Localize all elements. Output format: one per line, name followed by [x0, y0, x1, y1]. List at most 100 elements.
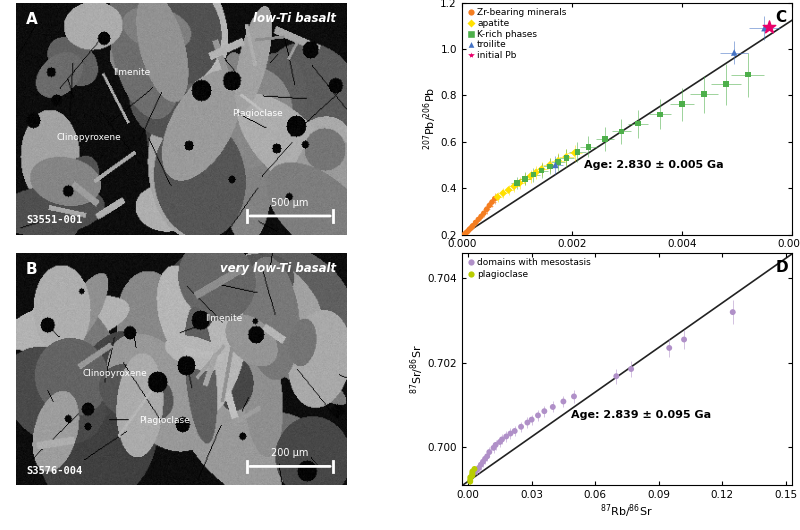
Point	[535, 165, 548, 173]
Point	[726, 308, 739, 316]
Point	[502, 186, 515, 195]
Point	[742, 70, 754, 79]
Point	[481, 452, 494, 461]
Point	[698, 90, 710, 99]
Point	[582, 143, 594, 151]
Point	[464, 475, 477, 484]
Point	[464, 478, 477, 486]
Point	[504, 429, 517, 438]
Text: Age: 2.839 ± 0.095 Ga: Age: 2.839 ± 0.095 Ga	[570, 410, 711, 420]
Point	[530, 168, 542, 176]
Point	[631, 119, 644, 128]
Point	[466, 469, 478, 478]
Point	[472, 215, 485, 224]
Point	[486, 198, 498, 206]
Text: Age: 2.830 ± 0.005 Ga: Age: 2.830 ± 0.005 Ga	[584, 160, 723, 170]
Text: Ilmenite: Ilmenite	[113, 68, 150, 77]
Point	[524, 172, 537, 180]
Text: S3576-004: S3576-004	[26, 466, 82, 476]
Point	[491, 193, 504, 201]
Point	[474, 212, 487, 220]
Text: C: C	[775, 10, 786, 24]
Point	[568, 148, 581, 157]
Point	[543, 162, 556, 171]
Text: Plagioclase: Plagioclase	[232, 110, 282, 118]
Y-axis label: $^{87}$Sr/$^{86}$Sr: $^{87}$Sr/$^{86}$Sr	[408, 344, 426, 394]
Point	[546, 403, 559, 411]
Point	[598, 135, 611, 143]
Point	[567, 392, 580, 401]
Legend: domains with mesostasis, plagioclase: domains with mesostasis, plagioclase	[466, 258, 592, 280]
Point	[518, 175, 531, 183]
X-axis label: $^{87}$Rb/$^{86}$Sr: $^{87}$Rb/$^{86}$Sr	[601, 502, 654, 520]
Point	[654, 110, 666, 119]
Point	[483, 448, 496, 456]
Text: Clinopyroxene: Clinopyroxene	[56, 132, 121, 142]
Point	[719, 80, 732, 89]
Point	[468, 468, 481, 476]
Point	[478, 455, 491, 463]
Point	[466, 467, 478, 476]
Point	[552, 156, 565, 165]
Point	[462, 226, 475, 234]
Point	[675, 100, 688, 109]
Point	[466, 223, 478, 231]
Point	[758, 24, 771, 32]
Point	[526, 416, 538, 424]
Point	[508, 427, 521, 435]
Point	[478, 209, 490, 217]
Point	[513, 179, 526, 187]
Point	[527, 171, 540, 179]
Point	[496, 435, 509, 444]
Point	[480, 205, 493, 214]
Point	[510, 179, 523, 187]
Point	[552, 158, 565, 166]
Point	[531, 411, 544, 420]
Point	[470, 466, 483, 474]
Text: D: D	[775, 260, 788, 275]
Point	[615, 127, 628, 136]
Point	[468, 465, 481, 473]
Point	[557, 398, 570, 406]
Point	[728, 48, 741, 57]
Point	[560, 154, 573, 162]
Text: 500 μm: 500 μm	[271, 198, 309, 208]
Text: Clinopyroxene: Clinopyroxene	[82, 369, 147, 378]
Text: low-Ti basalt: low-Ti basalt	[254, 12, 336, 25]
Y-axis label: $^{207}$Pb/$^{206}$Pb: $^{207}$Pb/$^{206}$Pb	[422, 87, 439, 150]
Point	[477, 457, 490, 466]
Point	[464, 473, 477, 482]
Point	[464, 225, 477, 233]
Point	[460, 228, 473, 237]
Point	[543, 161, 556, 169]
Text: 200 μm: 200 μm	[271, 448, 309, 458]
Point	[678, 335, 690, 344]
Point	[497, 189, 510, 198]
Point	[571, 148, 584, 156]
Point	[508, 182, 521, 190]
Text: Ilmenite: Ilmenite	[206, 314, 242, 322]
Text: very low-Ti basalt: very low-Ti basalt	[220, 262, 336, 276]
Text: A: A	[26, 12, 38, 27]
Point	[663, 343, 676, 352]
Point	[560, 153, 573, 161]
Text: Plagioclase: Plagioclase	[139, 416, 190, 425]
Point	[494, 438, 506, 446]
Point	[458, 230, 471, 239]
Text: S3551-001: S3551-001	[26, 215, 82, 225]
Point	[625, 365, 638, 373]
Point	[466, 222, 479, 230]
Point	[521, 418, 534, 427]
Text: B: B	[26, 262, 38, 277]
Point	[461, 227, 474, 236]
Point	[762, 23, 775, 32]
Point	[549, 161, 562, 169]
Point	[535, 166, 548, 175]
Point	[487, 444, 500, 452]
Point	[514, 422, 527, 431]
Point	[472, 464, 485, 472]
Point	[466, 472, 478, 480]
Point	[474, 461, 487, 469]
Point	[466, 470, 478, 479]
Point	[500, 432, 513, 441]
